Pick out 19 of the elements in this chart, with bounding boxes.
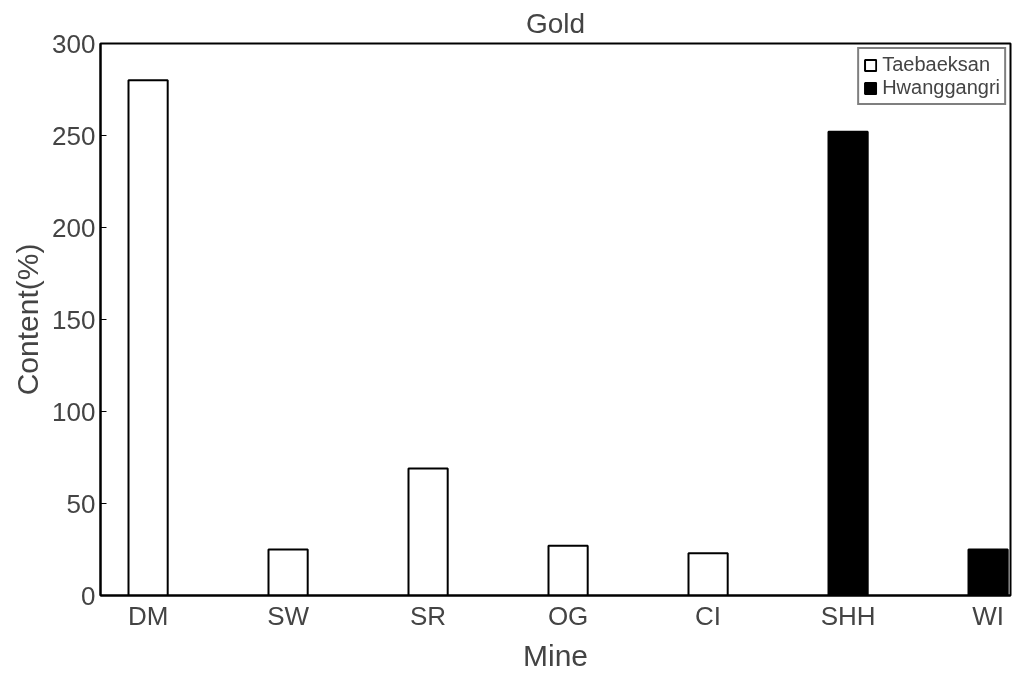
y-tick-label: 200 [52, 212, 96, 243]
y-axis-title: Content(%) [11, 243, 45, 396]
x-axis-title: Mine [522, 638, 589, 672]
y-tick-label: 150 [52, 304, 96, 335]
x-tick-label: WI [972, 600, 1004, 631]
x-tick-label: DM [127, 600, 169, 631]
x-tick-label: SR [410, 600, 447, 631]
y-tick-label: 300 [52, 28, 96, 59]
y-tick-label: 50 [66, 488, 96, 519]
chart-title: Gold [525, 7, 586, 39]
y-tick-label: 0 [81, 580, 96, 611]
legend-label: Taebaeksan [882, 53, 991, 76]
x-tick-label: SHH [820, 600, 876, 631]
y-tick-label: 250 [52, 120, 96, 151]
x-tick-label: CI [695, 600, 722, 631]
x-tick-label: SW [267, 600, 310, 631]
legend-label: Hwanggangri [882, 76, 1000, 99]
y-tick-label: 100 [52, 396, 96, 427]
x-tick-label: OG [547, 600, 589, 631]
